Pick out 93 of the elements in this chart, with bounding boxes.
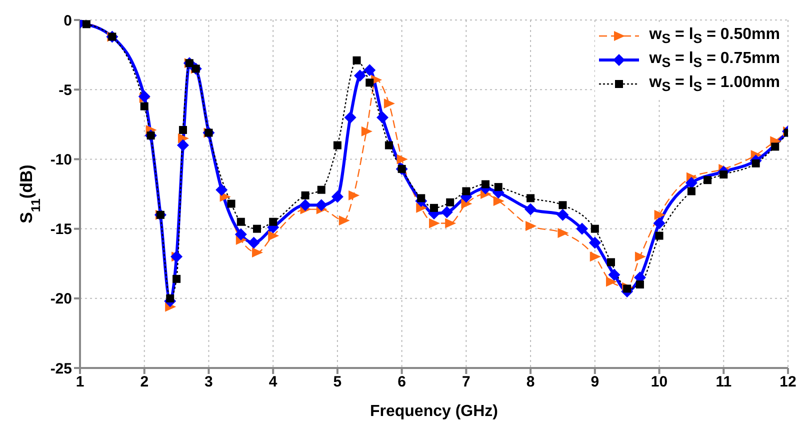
x-tick-label: 8 bbox=[526, 374, 535, 391]
point bbox=[634, 252, 646, 262]
point bbox=[178, 133, 189, 144]
point bbox=[333, 141, 342, 150]
legend-label: w$_{S}$ = l$_{S}$ = 0.75mm bbox=[649, 50, 780, 70]
point bbox=[687, 187, 696, 196]
x-tick-label: 6 bbox=[398, 374, 406, 391]
point bbox=[248, 236, 260, 249]
point bbox=[344, 111, 356, 124]
point bbox=[446, 198, 454, 206]
point bbox=[269, 218, 278, 226]
point bbox=[608, 268, 620, 281]
point bbox=[558, 228, 569, 238]
point bbox=[524, 203, 537, 216]
point bbox=[461, 198, 472, 209]
point bbox=[607, 258, 615, 266]
point bbox=[704, 176, 712, 184]
point bbox=[416, 202, 428, 213]
x-tick-label: 10 bbox=[650, 374, 668, 391]
x-tick-label: 1 bbox=[76, 374, 84, 391]
point bbox=[384, 98, 395, 109]
point bbox=[417, 194, 426, 202]
x-tick-label: 12 bbox=[780, 374, 796, 391]
point bbox=[384, 141, 393, 150]
point bbox=[655, 232, 664, 240]
legend-label: w$_{S}$ = l$_{S}$ = 1.00mm bbox=[649, 74, 780, 94]
point bbox=[685, 176, 698, 189]
x-tick-label: 11 bbox=[716, 374, 732, 391]
point bbox=[268, 230, 280, 241]
point bbox=[462, 187, 470, 196]
x-tick-label: 5 bbox=[333, 374, 342, 391]
point bbox=[172, 274, 181, 283]
point bbox=[338, 215, 350, 226]
point bbox=[558, 201, 567, 210]
point bbox=[361, 126, 372, 136]
point bbox=[429, 218, 440, 228]
y-tick-label: -15 bbox=[50, 221, 72, 238]
x-tick-label: 9 bbox=[590, 374, 600, 391]
point bbox=[396, 154, 408, 164]
point bbox=[317, 186, 326, 194]
point bbox=[720, 170, 728, 179]
point bbox=[606, 276, 617, 287]
point bbox=[653, 217, 666, 230]
point bbox=[752, 159, 760, 168]
point bbox=[234, 228, 247, 240]
point bbox=[236, 218, 245, 226]
x-axis-title: Frequency (GHz) bbox=[370, 403, 498, 420]
point bbox=[590, 252, 601, 262]
point bbox=[588, 236, 601, 249]
point bbox=[576, 222, 588, 235]
point bbox=[364, 64, 376, 76]
point bbox=[526, 221, 537, 232]
point bbox=[654, 210, 666, 220]
legend-label: w$_{S}$ = l$_{S}$ = 0.50mm bbox=[649, 26, 780, 46]
point bbox=[82, 20, 90, 28]
point bbox=[494, 183, 502, 192]
point bbox=[252, 247, 263, 258]
point bbox=[348, 190, 360, 200]
x-tick-label: 4 bbox=[268, 374, 278, 391]
y-tick-label: -10 bbox=[50, 152, 72, 169]
x-tick-label: 2 bbox=[140, 374, 149, 391]
point bbox=[623, 284, 632, 293]
point bbox=[216, 184, 228, 196]
point bbox=[493, 196, 504, 206]
point bbox=[352, 56, 361, 64]
point bbox=[227, 200, 236, 208]
point bbox=[440, 206, 453, 218]
y-tick-label: -25 bbox=[50, 360, 72, 378]
x-tick-label: 3 bbox=[204, 374, 213, 391]
point bbox=[636, 280, 644, 288]
point bbox=[481, 180, 490, 188]
point bbox=[331, 190, 344, 203]
x-tick-label: 7 bbox=[462, 374, 470, 391]
point bbox=[253, 224, 261, 233]
y-tick-label: -20 bbox=[50, 290, 72, 308]
y-tick-label: -5 bbox=[58, 82, 72, 99]
point bbox=[176, 139, 189, 152]
point bbox=[445, 218, 456, 228]
point bbox=[301, 191, 310, 200]
point bbox=[354, 70, 366, 82]
point bbox=[771, 142, 780, 151]
point bbox=[140, 102, 148, 110]
point bbox=[430, 204, 438, 212]
point bbox=[366, 78, 374, 87]
point bbox=[299, 199, 312, 212]
point bbox=[178, 126, 187, 134]
point bbox=[166, 294, 174, 302]
y-tick-label: 0 bbox=[64, 12, 72, 30]
point bbox=[376, 111, 389, 124]
point bbox=[315, 199, 328, 212]
point bbox=[526, 194, 535, 202]
point bbox=[556, 208, 569, 221]
point bbox=[590, 224, 599, 233]
